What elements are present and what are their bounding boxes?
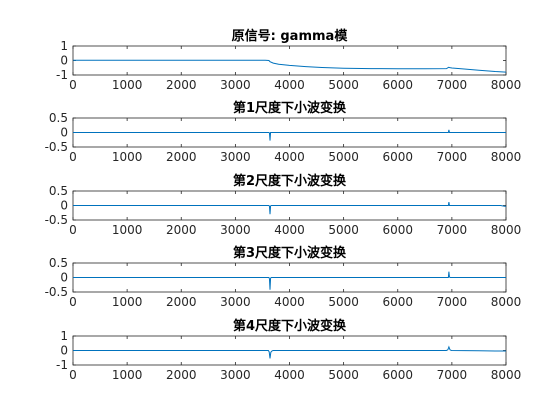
x-tick-label: 6000 bbox=[382, 78, 413, 92]
x-tick-label: 3000 bbox=[220, 150, 251, 164]
y-tick-label: 0.5 bbox=[49, 111, 68, 125]
x-tick-label: 8000 bbox=[491, 295, 522, 309]
x-tick-label: 7000 bbox=[437, 295, 468, 309]
x-tick-label: 2000 bbox=[166, 223, 197, 237]
x-tick-label: 4000 bbox=[274, 78, 305, 92]
x-tick-label: 5000 bbox=[328, 150, 359, 164]
x-tick-label: 8000 bbox=[491, 368, 522, 382]
x-tick-label: 1000 bbox=[112, 223, 143, 237]
series-line bbox=[73, 271, 506, 290]
x-tick-label: 2000 bbox=[166, 368, 197, 382]
x-tick-label: 3000 bbox=[220, 78, 251, 92]
x-tick-label: 3000 bbox=[220, 223, 251, 237]
subplot-title: 第3尺度下小波变换 bbox=[233, 245, 347, 261]
y-tick-label: -0.5 bbox=[45, 213, 68, 227]
subplot-5: 第4尺度下小波变换 0 1000 2000 3000 4000 5000 6000 7000 80… bbox=[56, 318, 521, 382]
x-tick-label: 6000 bbox=[382, 295, 413, 309]
x-tick-label: 0 bbox=[69, 150, 77, 164]
x-tick-label: 5000 bbox=[328, 295, 359, 309]
x-tick-label: 7000 bbox=[437, 368, 468, 382]
y-tick-label: 0.5 bbox=[49, 184, 68, 198]
subplot-title: 第4尺度下小波变换 bbox=[233, 318, 347, 334]
subplot-title: 第2尺度下小波变换 bbox=[233, 173, 347, 189]
y-tick-label: 0 bbox=[60, 126, 68, 140]
y-tick-label: -1 bbox=[56, 68, 68, 82]
subplot-3: 第2尺度下小波变换 0 1000 2000 3000 4000 5000 6000 7000 80… bbox=[45, 173, 522, 237]
x-tick-label: 8000 bbox=[491, 150, 522, 164]
y-tick-label: 0 bbox=[60, 271, 68, 285]
x-tick-label: 1000 bbox=[112, 150, 143, 164]
y-tick-label: 0 bbox=[60, 54, 68, 68]
subplot-4: 第3尺度下小波变换 0 1000 2000 3000 4000 5000 6000 7000 80… bbox=[45, 245, 522, 309]
x-tick-label: 5000 bbox=[328, 78, 359, 92]
x-tick-label: 4000 bbox=[274, 368, 305, 382]
y-tick-label: 0 bbox=[60, 199, 68, 213]
x-tick-label: 1000 bbox=[112, 368, 143, 382]
subplot-title: 第1尺度下小波变换 bbox=[233, 100, 347, 116]
x-tick-label: 8000 bbox=[491, 223, 522, 237]
y-tick-label: -1 bbox=[56, 358, 68, 372]
x-tick-label: 1000 bbox=[112, 295, 143, 309]
x-tick-label: 2000 bbox=[166, 150, 197, 164]
series-line bbox=[73, 59, 507, 73]
x-tick-label: 3000 bbox=[220, 368, 251, 382]
x-tick-label: 2000 bbox=[166, 78, 197, 92]
x-tick-label: 6000 bbox=[382, 150, 413, 164]
x-tick-label: 5000 bbox=[328, 368, 359, 382]
x-tick-label: 2000 bbox=[166, 295, 197, 309]
x-tick-label: 0 bbox=[69, 368, 77, 382]
subplot-1: 原信号: gamma模 0 1000 2000 3000 4000 5000 6000 7000… bbox=[56, 28, 521, 92]
subplot-2: 第1尺度下小波变换 0 1000 2000 3000 4000 5000 6000 7000 80… bbox=[45, 100, 522, 164]
x-tick-label: 4000 bbox=[274, 223, 305, 237]
y-tick-label: 1 bbox=[60, 329, 68, 343]
series-line bbox=[73, 129, 506, 141]
x-tick-label: 6000 bbox=[382, 223, 413, 237]
x-tick-label: 4000 bbox=[274, 150, 305, 164]
y-tick-label: 0.5 bbox=[49, 256, 68, 270]
x-tick-label: 7000 bbox=[437, 150, 468, 164]
x-tick-label: 6000 bbox=[382, 368, 413, 382]
x-tick-label: 5000 bbox=[328, 223, 359, 237]
y-tick-label: -0.5 bbox=[45, 285, 68, 299]
x-tick-label: 0 bbox=[69, 223, 77, 237]
x-tick-label: 1000 bbox=[112, 78, 143, 92]
x-tick-label: 0 bbox=[69, 295, 77, 309]
series-line bbox=[73, 201, 507, 215]
x-tick-label: 7000 bbox=[437, 223, 468, 237]
x-tick-label: 4000 bbox=[274, 295, 305, 309]
x-tick-label: 7000 bbox=[437, 78, 468, 92]
y-tick-label: 1 bbox=[60, 39, 68, 53]
series-line bbox=[73, 345, 506, 359]
x-tick-label: 3000 bbox=[220, 295, 251, 309]
y-tick-label: -0.5 bbox=[45, 140, 68, 154]
x-tick-label: 0 bbox=[69, 78, 77, 92]
subplot-title: 原信号: gamma模 bbox=[232, 28, 349, 44]
y-tick-label: 0 bbox=[60, 344, 68, 358]
x-tick-label: 8000 bbox=[491, 78, 522, 92]
